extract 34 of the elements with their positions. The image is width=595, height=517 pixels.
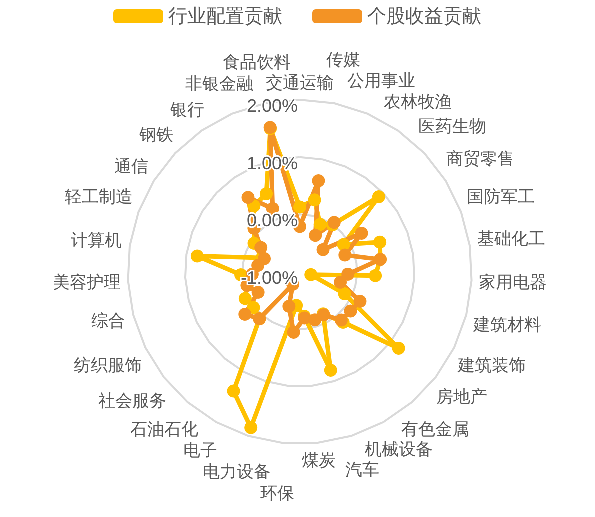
spoke-label: 通信	[114, 157, 149, 178]
spoke-label: 社会服务	[98, 392, 167, 412]
spoke-label: 建筑材料	[472, 316, 542, 336]
spoke-label: 钢铁	[138, 126, 174, 146]
spoke-label: 家用电器	[479, 272, 548, 293]
spoke-label: 综合	[91, 312, 126, 332]
spoke-label: 国防军工	[466, 188, 535, 208]
spoke-label: 美容护理	[52, 272, 121, 293]
spoke-label: 商贸零售	[446, 149, 515, 170]
spoke-label: 非银金融	[185, 74, 254, 94]
spoke-label: 环保	[260, 484, 294, 504]
spoke-label: 银行	[170, 100, 205, 121]
spoke-label: 煤炭	[302, 451, 336, 472]
spoke-label: 轻工制造	[65, 188, 134, 208]
spoke-label: 电子	[184, 440, 218, 461]
spoke-label: 建筑装饰	[456, 356, 526, 376]
spoke-label: 食品饮料	[223, 53, 292, 74]
spoke-label: 机械设备	[364, 440, 433, 460]
y-tick-label: 2.00%	[246, 96, 298, 116]
spoke-label: 有色金属	[402, 420, 470, 440]
spoke-label: 房地产	[436, 387, 488, 408]
spoke-label: 传媒	[326, 50, 360, 71]
spoke-label: 基础化工	[478, 230, 546, 250]
spoke-label: 纺织服饰	[74, 356, 142, 376]
spoke-label: 石油石化	[130, 420, 198, 440]
legend-label: 个股收益贡献	[368, 6, 482, 28]
legend-label: 行业配置贡献	[168, 6, 282, 28]
spoke-label: 汽车	[345, 460, 380, 481]
spoke-label: 农林牧渔	[384, 92, 452, 113]
spoke-label: 公用事业	[348, 72, 416, 92]
spoke-label: 交通运输	[266, 74, 334, 94]
spoke-label: 计算机	[71, 230, 122, 251]
spoke-label: 电力设备	[203, 462, 272, 483]
spoke-label: 医药生物	[418, 117, 486, 138]
